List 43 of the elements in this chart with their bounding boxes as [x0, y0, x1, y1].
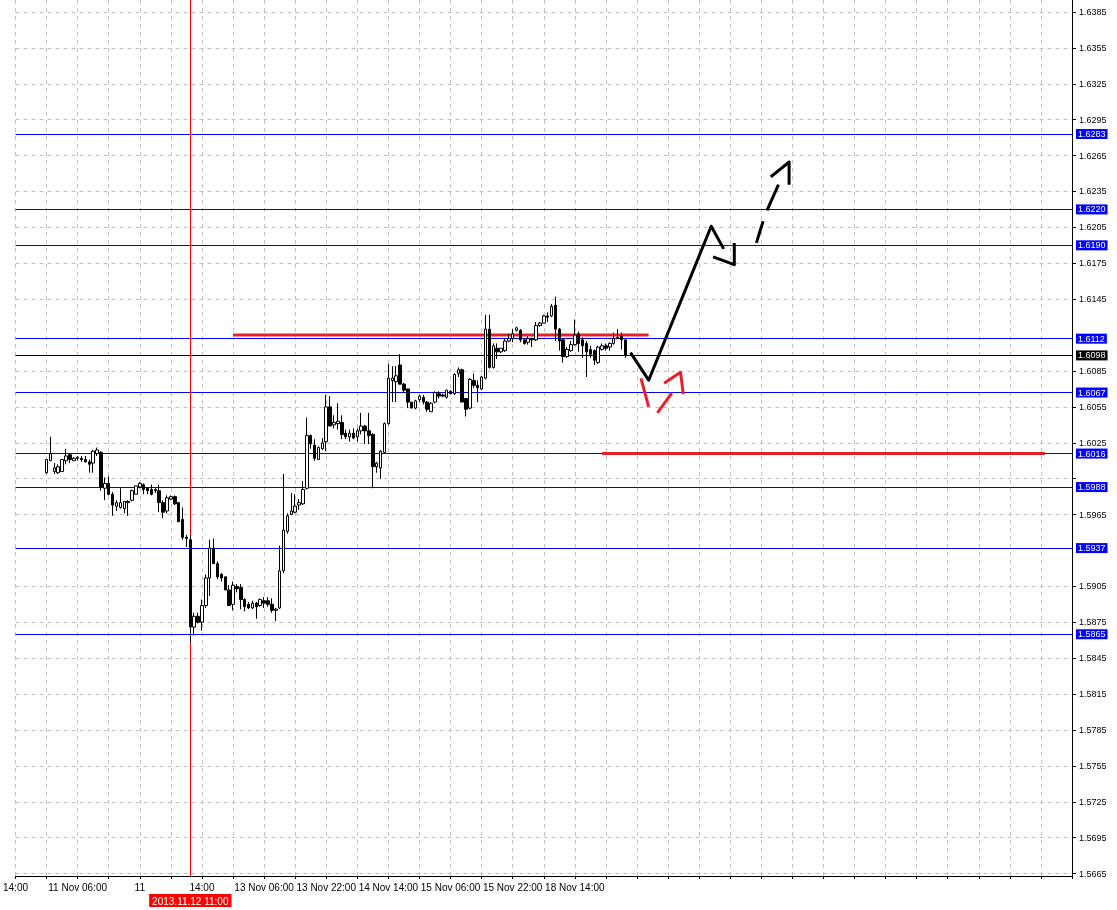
ref-line-label: 1.6220	[1078, 204, 1106, 215]
x-tick-label: 11 Nov 06:00	[48, 882, 108, 893]
y-tick-label: 1.6175	[1079, 258, 1107, 269]
y-tick-label: 1.5905	[1079, 581, 1107, 592]
y-tick-label: 1.5695	[1079, 832, 1107, 843]
y-tick-label: 1.5665	[1079, 868, 1107, 879]
x-tick-label: 14:00	[3, 882, 29, 893]
x-tick-label: 14:00	[189, 882, 215, 893]
x-tick-label: 15 Nov 06:00	[420, 882, 481, 893]
y-tick-label: 1.6205	[1079, 222, 1107, 233]
x-tick-label: 18 Nov 14:00	[545, 882, 606, 893]
ref-line-label: 1.6098	[1078, 350, 1106, 361]
x-tick-label: 2013.11.12 11:00	[152, 895, 229, 907]
y-tick-label: 1.6385	[1079, 6, 1107, 17]
x-tick-label: 14 Nov 14:00	[358, 882, 419, 893]
y-tick-label: 1.5815	[1079, 689, 1107, 700]
x-tick-label: 15 Nov 22:00	[482, 882, 543, 893]
y-tick-label: 1.6325	[1079, 78, 1107, 89]
y-tick-label: 1.6355	[1079, 42, 1107, 53]
y-tick-label: 1.6025	[1079, 437, 1107, 448]
y-tick-label: 1.6235	[1079, 186, 1107, 197]
x-tick-label: 13 Nov 06:00	[234, 882, 295, 893]
y-tick-label: 1.5785	[1079, 725, 1107, 735]
ref-line-label: 1.5988	[1078, 482, 1106, 493]
ref-line-label: 1.5937	[1078, 543, 1106, 554]
y-tick-label: 1.6295	[1079, 114, 1107, 125]
x-tick-label: 11	[134, 882, 146, 893]
ref-line-label: 1.6016	[1078, 448, 1106, 459]
ref-line-label: 1.5865	[1078, 629, 1106, 640]
ref-line-label: 1.6190	[1078, 240, 1106, 251]
y-tick-label: 1.5965	[1079, 509, 1107, 520]
y-tick-label: 1.5725	[1079, 796, 1107, 807]
y-tick-label: 1.6265	[1079, 150, 1107, 161]
y-tick-label: 1.6085	[1079, 365, 1107, 376]
y-tick-label: 1.5755	[1079, 760, 1107, 771]
y-tick-label: 1.5845	[1079, 653, 1107, 664]
y-tick-label: 1.6055	[1079, 401, 1107, 412]
y-tick-label: 1.6145	[1079, 294, 1107, 305]
ref-line-label: 1.6283	[1078, 129, 1106, 140]
ref-line-label: 1.6067	[1078, 387, 1106, 398]
y-tick-label: 1.5875	[1079, 617, 1107, 628]
ref-line-label: 1.6112	[1078, 333, 1105, 344]
x-tick-label: 13 Nov 22:00	[296, 882, 357, 893]
